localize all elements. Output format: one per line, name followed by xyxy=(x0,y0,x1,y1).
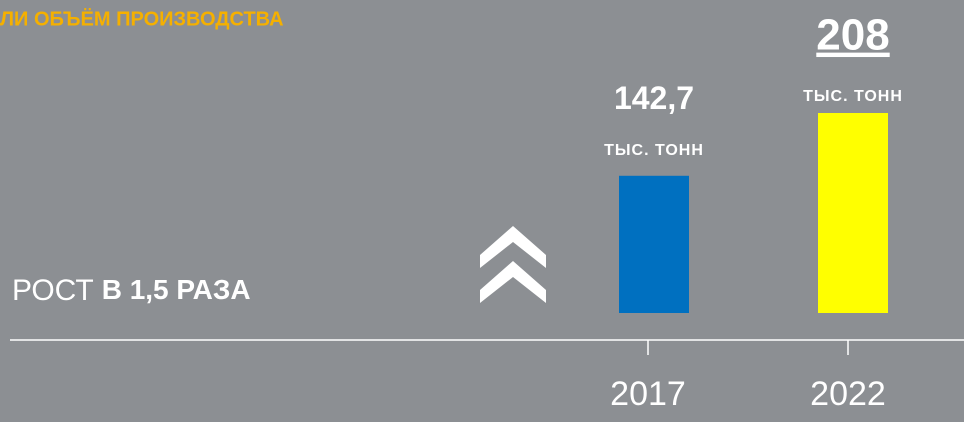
growth-chevrons xyxy=(480,226,546,303)
unit-label: тыс. тонн xyxy=(803,88,903,105)
chevron xyxy=(480,226,546,268)
annotation-emphasis: В 1,5 РАЗА xyxy=(102,274,251,305)
chart-title: ЛИ ОБЪЁМ ПРОИЗВОДСТВА xyxy=(0,7,284,30)
bar xyxy=(619,175,689,313)
annotation: РОСТ В 1,5 РАЗА xyxy=(12,274,251,307)
annotation-prefix: РОСТ xyxy=(12,274,94,307)
value-label: 208 xyxy=(816,11,889,60)
x-tick-label: 2017 xyxy=(610,375,686,413)
unit-label: тыс. тонн xyxy=(604,142,704,159)
value-label: 142,7 xyxy=(614,80,694,116)
bar xyxy=(818,113,888,313)
chevron xyxy=(480,261,546,303)
x-tick-label: 2022 xyxy=(810,375,886,413)
